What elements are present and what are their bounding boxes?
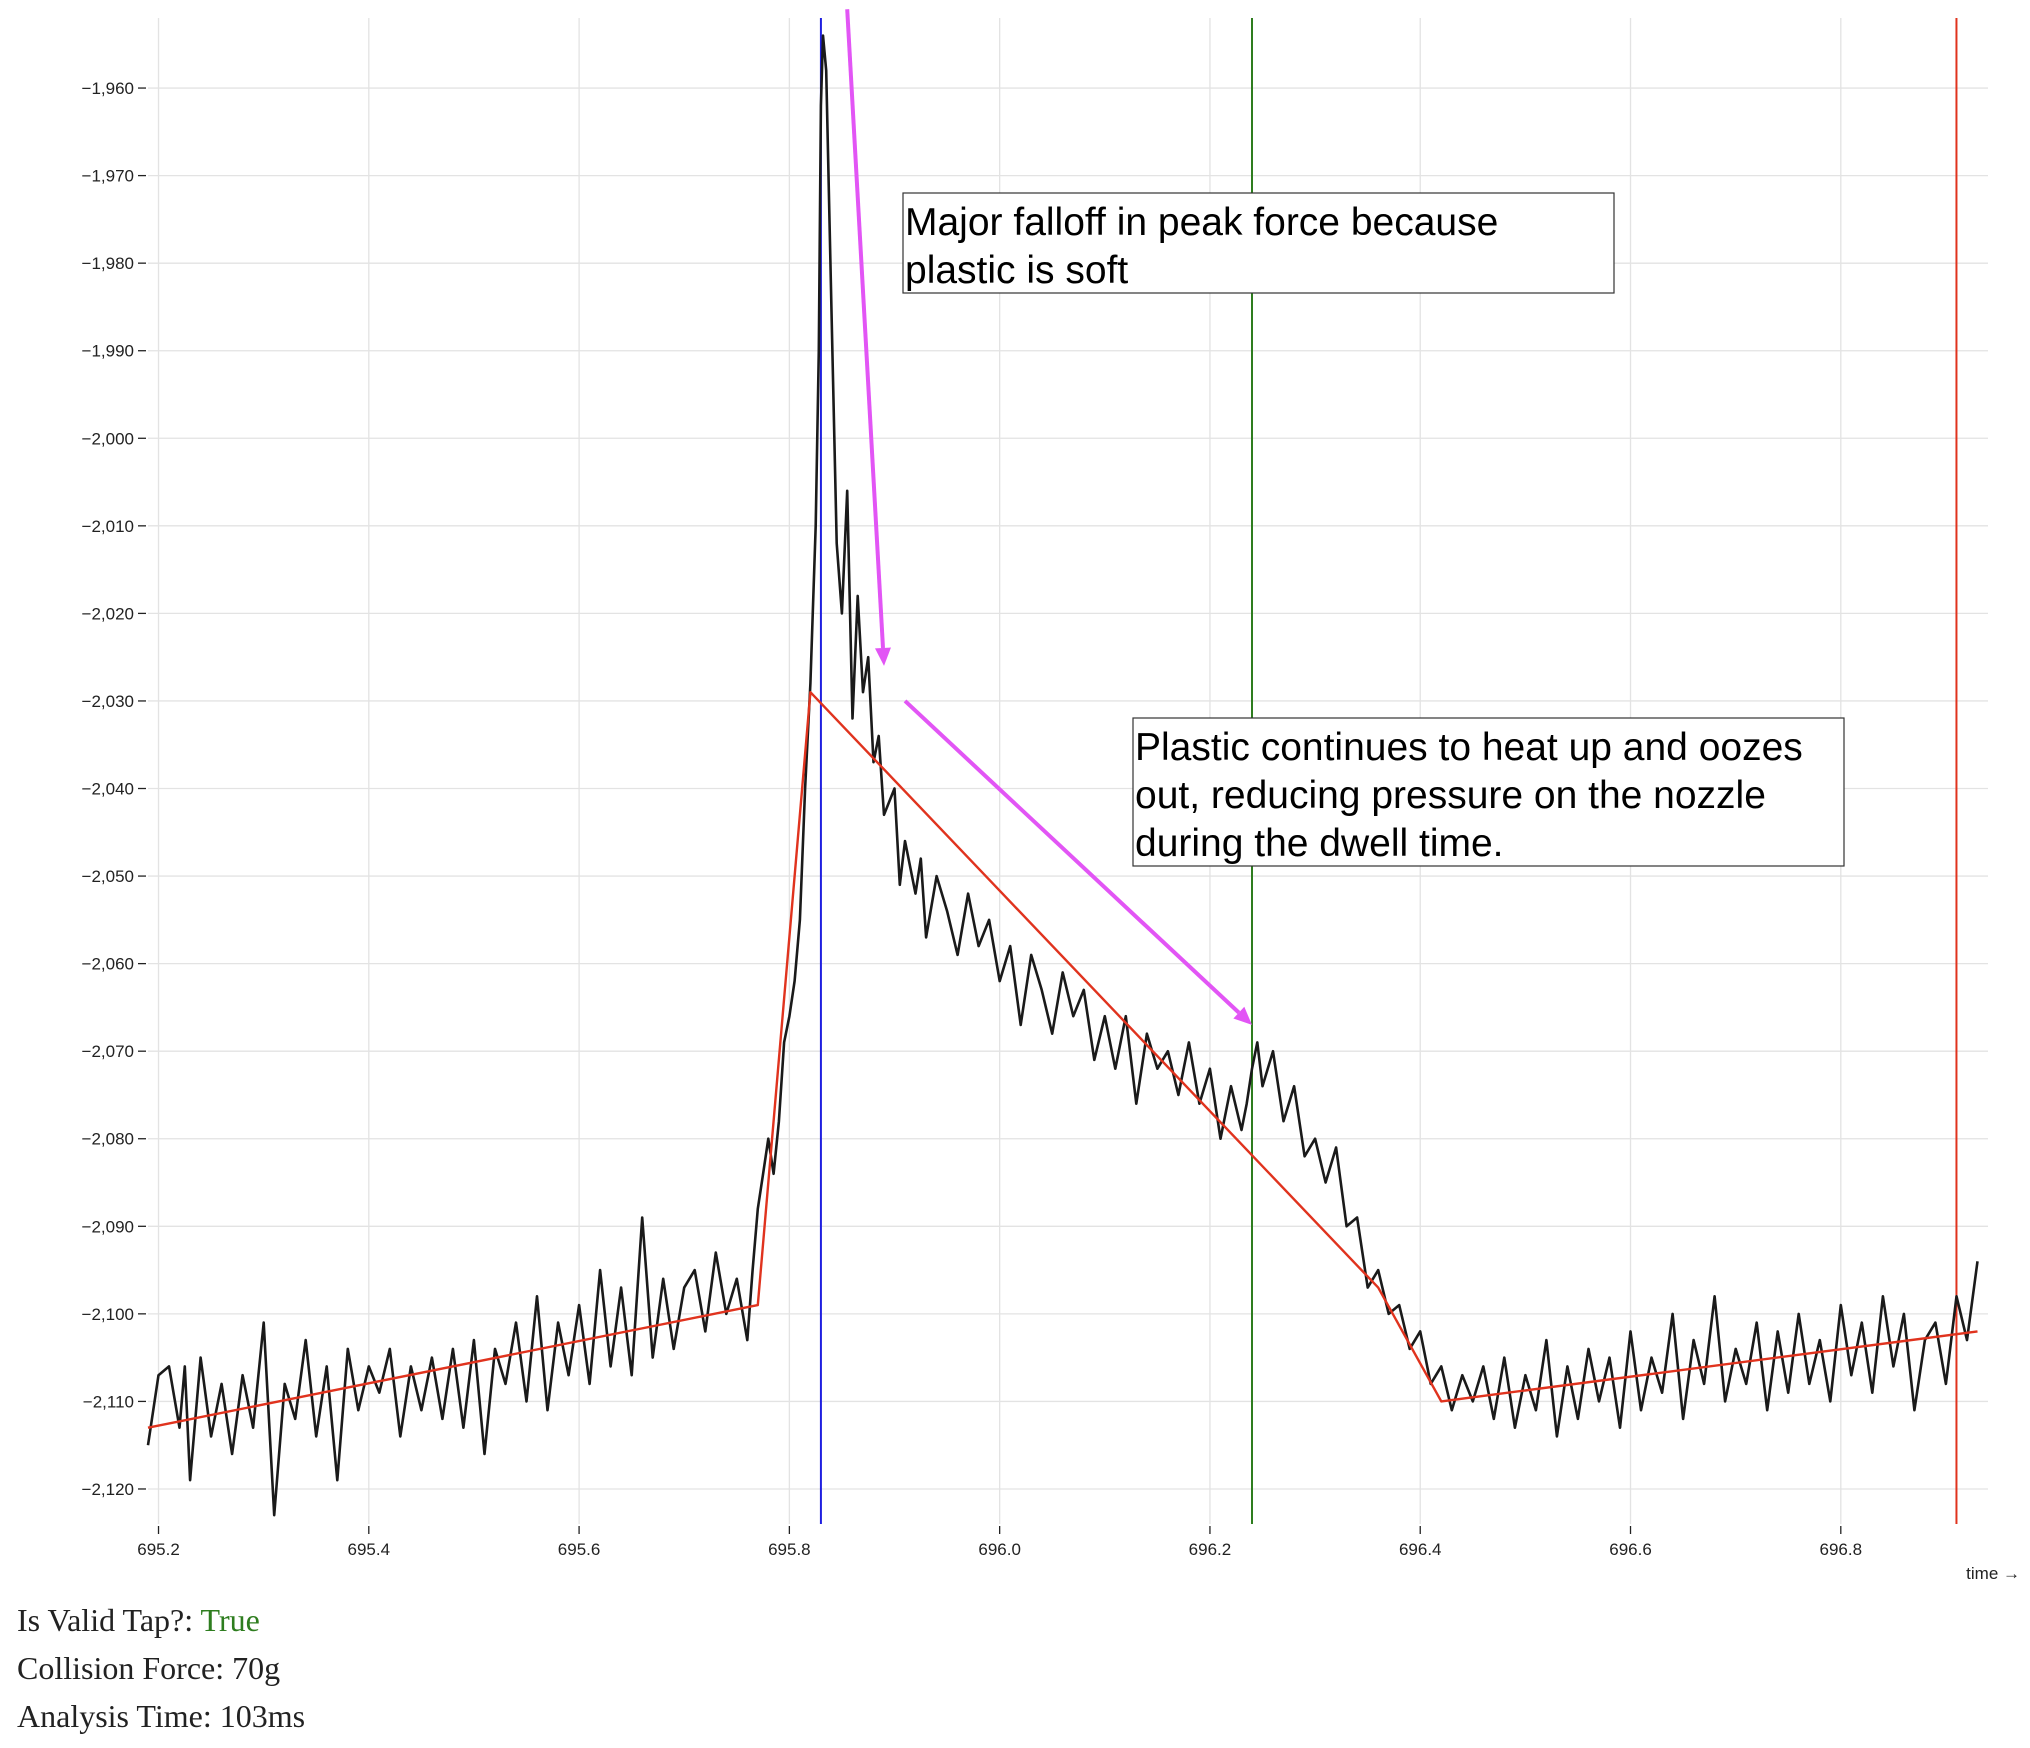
y-tick-label: −2,100 bbox=[82, 1305, 134, 1324]
y-tick-label: −1,990 bbox=[82, 342, 134, 361]
annotations: Major falloff in peak force because plas… bbox=[902, 192, 1845, 867]
valid-tap-row: Is Valid Tap?: True bbox=[17, 1596, 305, 1644]
y-tick-label: −2,110 bbox=[83, 1392, 134, 1411]
annotation-arrowhead bbox=[1233, 1006, 1252, 1025]
x-tick-label: 696.2 bbox=[1189, 1540, 1232, 1559]
y-tick-label: −2,070 bbox=[82, 1042, 134, 1061]
y-tick-label: −2,120 bbox=[82, 1480, 134, 1499]
y-tick-label: −2,060 bbox=[82, 955, 134, 974]
y-tick-label: −2,010 bbox=[82, 517, 134, 536]
x-tick-label: 696.4 bbox=[1399, 1540, 1442, 1559]
valid-tap-value: True bbox=[200, 1602, 260, 1638]
annotation-oozing-line-3: during the dwell time. bbox=[1135, 822, 1504, 865]
y-tick-label: −1,960 bbox=[82, 79, 134, 98]
x-tick-label: 695.4 bbox=[348, 1540, 391, 1559]
tap-analysis-stats: Is Valid Tap?: True Collision Force: 70g… bbox=[17, 1596, 305, 1740]
annotation-arrow bbox=[845, 9, 885, 649]
force-chart: −1,960 −1,970 −1,980 −1,990 −2,000 −2,010 −2,0… bbox=[82, 9, 2020, 1583]
y-tick-label: −2,020 bbox=[82, 604, 134, 623]
annotation-arrow bbox=[903, 699, 1241, 1015]
x-tick-label: 695.6 bbox=[558, 1540, 601, 1559]
y-tick-label: −2,000 bbox=[82, 429, 134, 448]
x-axis-label: time → bbox=[1966, 1564, 2020, 1583]
x-tick-label: 696.0 bbox=[978, 1540, 1021, 1559]
y-tick-label: −1,980 bbox=[82, 254, 134, 273]
annotation-arrows bbox=[845, 9, 1252, 1025]
annotation-oozing-line-2: out, reducing pressure on the nozzle bbox=[1135, 774, 1766, 817]
valid-tap-label: Is Valid Tap?: bbox=[17, 1602, 201, 1638]
collision-force: Collision Force: 70g bbox=[17, 1650, 281, 1686]
x-axis: 695.2 695.4 695.6 695.8 696.0 696.2 696.4 696.6… bbox=[137, 1526, 1862, 1559]
y-axis: −1,960 −1,970 −1,980 −1,990 −2,000 −2,010 −2,0… bbox=[82, 79, 146, 1499]
force-series-line bbox=[146, 34, 1979, 1517]
series bbox=[146, 34, 1979, 1517]
annotation-oozing: Plastic continues to heat up and oozes o… bbox=[1132, 717, 1845, 867]
x-tick-label: 695.2 bbox=[137, 1540, 180, 1559]
annotation-peak-falloff-line-1: Major falloff in peak force because bbox=[905, 201, 1498, 244]
y-tick-label: −2,040 bbox=[82, 780, 134, 799]
fit-series-line bbox=[147, 691, 1978, 1429]
y-tick-label: −1,970 bbox=[82, 167, 134, 186]
y-tick-label: −2,080 bbox=[82, 1130, 134, 1149]
annotation-peak-falloff-line-2: plastic is soft bbox=[905, 249, 1128, 292]
x-tick-label: 696.6 bbox=[1609, 1540, 1652, 1559]
y-tick-label: −2,090 bbox=[82, 1217, 134, 1236]
y-tick-label: −2,050 bbox=[82, 867, 134, 886]
analysis-time: Analysis Time: 103ms bbox=[17, 1698, 306, 1734]
annotation-oozing-line-1: Plastic continues to heat up and oozes bbox=[1135, 726, 1803, 769]
y-tick-label: −2,030 bbox=[82, 692, 134, 711]
x-tick-label: 696.8 bbox=[1820, 1540, 1863, 1559]
annotation-peak-falloff: Major falloff in peak force because plas… bbox=[902, 192, 1615, 294]
x-tick-label: 695.8 bbox=[768, 1540, 811, 1559]
annotation-arrowhead bbox=[875, 647, 891, 666]
